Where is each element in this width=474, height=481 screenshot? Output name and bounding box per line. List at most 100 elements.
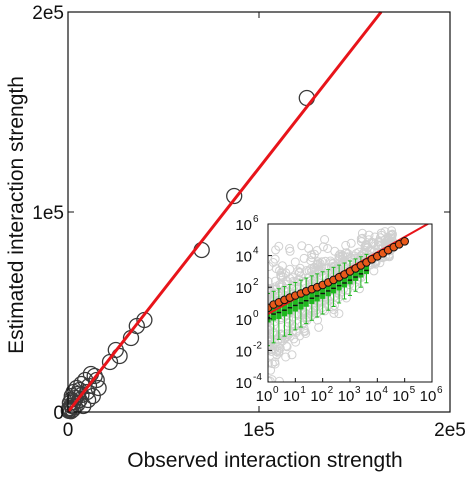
background-point [343,249,353,259]
inset-x-tick-label: 10 [283,388,300,405]
data-point [101,353,119,371]
y-tick-label: 2e5 [32,3,64,24]
inset-y-tick-exponent: -4 [253,372,262,383]
background-point [281,352,291,362]
background-point [356,237,366,247]
background-point [268,345,274,355]
inset-x-tick-exponent: 1 [300,385,306,396]
background-point [274,241,284,251]
background-point [275,343,285,353]
inset-x-tick-exponent: 4 [382,385,388,396]
background-point [282,342,292,352]
inset-x-tick-label: 10 [420,388,437,405]
inset-x-tick-exponent: 5 [410,385,416,396]
data-point [60,400,78,417]
background-point [268,365,276,375]
background-point [285,274,295,283]
inset-y-tick-label: 10 [235,343,252,360]
x-tick-label: 0 [63,420,74,441]
data-point [88,371,105,389]
background-point [338,257,348,267]
main-axes-frame [67,11,451,413]
background-point [350,281,360,291]
inset-x-tick-exponent: 6 [437,385,443,396]
data-point [86,367,103,385]
inset-x-tick-exponent: 2 [328,385,334,396]
background-point [387,226,397,236]
inset-y-tick-label: 10 [235,375,252,392]
inset-x-tick-label: 10 [392,388,409,405]
background-point [289,322,299,332]
x-axis-label: Observed interaction strength [127,449,402,472]
background-point [317,257,327,267]
inset-y-tick-label: 10 [235,217,252,234]
background-point [334,309,344,319]
inset-x-tick-label: 10 [365,388,382,405]
background-point [367,237,377,247]
x-tick-label: 2e5 [434,420,466,441]
background-point [356,234,366,244]
background-point [268,376,275,382]
inset-x-tick-exponent: 0 [273,385,279,396]
background-point [294,267,304,277]
background-point [291,337,301,347]
background-point [380,227,390,237]
background-point [307,250,317,260]
background-point [281,341,291,351]
box-body [353,271,359,281]
data-point [65,383,82,401]
inset-y-tick-exponent: 6 [253,214,259,225]
background-point [301,266,311,276]
inset-x-tick-label: 10 [256,388,273,405]
mean-marker [400,237,410,246]
background-point [268,262,274,271]
background-point [270,357,280,367]
data-point [79,391,97,409]
inset-mean-markers [268,237,410,313]
background-point [302,309,312,319]
background-point [341,240,351,250]
background-point [335,252,345,262]
background-point [269,285,279,294]
background-point [268,375,277,382]
inset-y-tick-label: 10 [235,249,252,266]
inset-y-tick-exponent: 0 [253,309,259,320]
background-point [287,350,297,360]
background-point [325,256,335,266]
inset-y-tick-label: 10 [235,280,252,297]
background-point [320,235,330,244]
background-point [276,270,286,280]
background-point [313,259,322,269]
background-point [290,257,300,267]
background-point [343,285,353,295]
background-point [329,308,339,318]
data-point [226,187,243,205]
main-fit-line [66,11,383,413]
inset-y-tick-exponent: -2 [253,340,262,351]
background-point [346,238,356,248]
inset-x-tick-label: 10 [338,388,355,405]
background-point [299,253,309,263]
inset-y-tick-exponent: 4 [253,246,259,257]
background-point [301,329,311,338]
background-point [299,326,309,336]
inset-x-tick-label: 10 [310,388,327,405]
background-point [270,276,280,286]
background-point [387,233,397,243]
background-point [277,261,287,271]
background-point [318,242,328,252]
background-point [369,238,379,248]
inset-boxes [268,253,370,347]
y-tick-label: 0 [53,403,64,424]
inset-x-tick-exponent: 3 [355,385,361,396]
inset-y-tick-label: 10 [235,312,252,329]
data-point [90,379,107,397]
background-point [268,327,278,337]
fit-line [66,11,383,413]
inset-chart: 10 0 10 1 10 2 10 3 10 4 10 5 10 610 -410 -210 010 210 410… [235,214,443,405]
background-point [273,345,283,355]
inset-data-layer [268,224,430,382]
y-tick-label: 1e5 [32,203,64,224]
